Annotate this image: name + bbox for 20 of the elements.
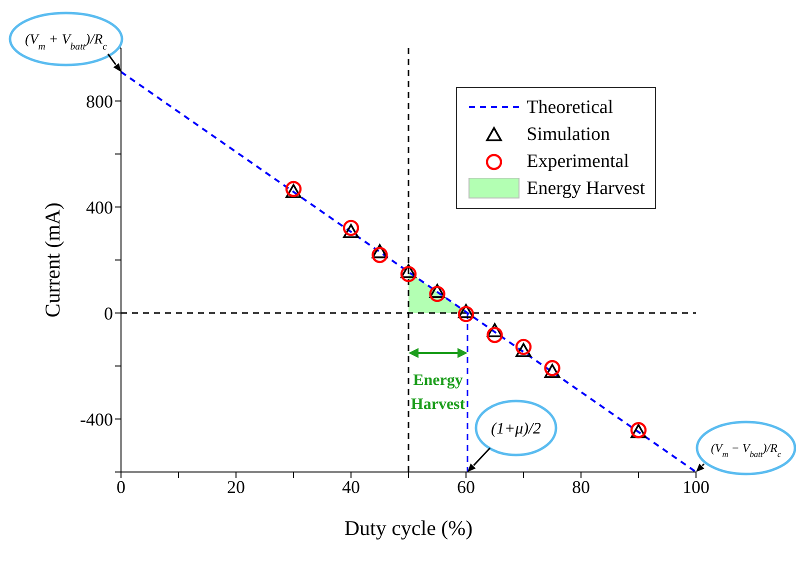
annotation: (1+μ)/2 [491,420,541,438]
y-axis-title: Current (mA) [40,202,64,318]
y-tick-label: 800 [86,91,113,112]
legend-label: Energy Harvest [526,178,645,200]
x-tick-label: 0 [116,476,126,497]
y-tick-label: -400 [80,409,113,430]
x-tick-label: 20 [227,476,245,497]
x-tick-label: 60 [457,476,475,497]
legend-label: Experimental [526,150,629,172]
x-tick-label: 40 [342,476,360,497]
x-tick-label: 100 [682,476,710,497]
annotation: (V$_{m}$ − V$_{batt}$)/R$_{c}$ [710,441,782,458]
annotation: Energy Harvest [410,372,466,413]
annotation: (V$_{m}$ + V$_{batt}$)/R$_{c}$ [24,32,108,52]
legend-label: Theoretical [526,96,614,118]
legend-label: Simulation [526,124,610,146]
y-tick-label: 0 [104,303,113,324]
x-axis-title: Duty cycle (%) [344,516,473,540]
x-tick-label: 80 [572,476,590,497]
y-tick-label: 400 [86,197,113,218]
